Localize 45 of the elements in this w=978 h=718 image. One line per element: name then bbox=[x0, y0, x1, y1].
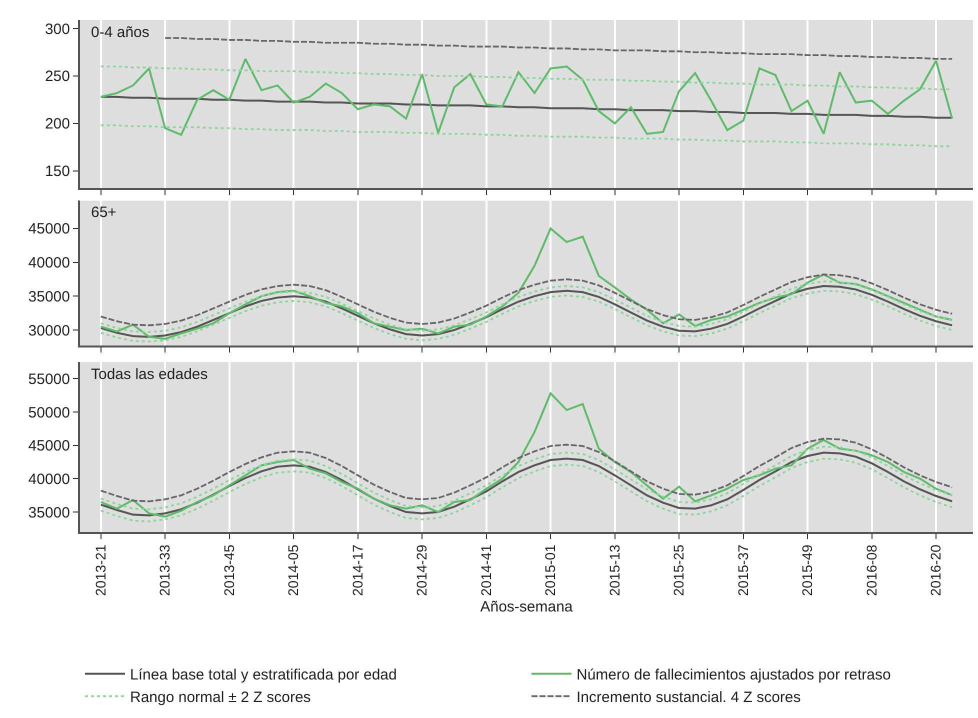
x-tick-label: 2014-17 bbox=[349, 544, 366, 596]
x-tick-label: 2015-25 bbox=[670, 544, 687, 596]
chart-title: Todas las edades bbox=[91, 366, 208, 383]
line-series bbox=[100, 274, 954, 326]
line-series bbox=[100, 96, 954, 119]
y-tick-label: 35000 bbox=[28, 288, 70, 306]
y-tick-label: 45000 bbox=[28, 438, 70, 455]
y-tick-label: 30000 bbox=[28, 322, 70, 340]
x-tick-label: 2013-45 bbox=[220, 544, 237, 596]
y-tick-label: 200 bbox=[44, 116, 70, 133]
y-tick-label: 150 bbox=[44, 163, 70, 180]
line-series bbox=[100, 227, 954, 340]
y-tick-label: 300 bbox=[44, 20, 70, 38]
chart-title: 0-4 años bbox=[91, 24, 150, 41]
y-tick-label: 250 bbox=[44, 68, 70, 86]
line-series bbox=[164, 37, 954, 60]
x-tick-label: 2015-49 bbox=[799, 544, 816, 596]
y-tick-label: 35000 bbox=[28, 504, 70, 522]
x-tick-label: 2014-29 bbox=[414, 544, 430, 596]
legend-label: Línea base total y estratificada por edad bbox=[130, 666, 397, 684]
x-tick-label: 2013-21 bbox=[92, 544, 108, 596]
x-tick-label: 2015-37 bbox=[734, 544, 751, 596]
x-tick-label: 2015-01 bbox=[542, 544, 558, 596]
y-tick-label: 40000 bbox=[28, 254, 70, 272]
y-tick-label: 55000 bbox=[28, 370, 70, 388]
x-axis-title: Años-semana bbox=[480, 598, 574, 616]
x-tick-label: 2014-41 bbox=[478, 544, 494, 596]
x-tick-label: 2015-13 bbox=[606, 544, 622, 596]
x-tick-label: 2014-05 bbox=[285, 544, 302, 596]
y-tick-label: 40000 bbox=[28, 470, 70, 488]
line-series bbox=[100, 392, 954, 518]
legend-label: Número de fallecimientos ajustados por retraso bbox=[576, 666, 891, 684]
x-tick-label: 2013-33 bbox=[156, 544, 173, 596]
line-series bbox=[100, 438, 954, 502]
line-series bbox=[100, 446, 954, 510]
line-series bbox=[100, 58, 954, 136]
legend-label: Rango normal ± 2 Z scores bbox=[130, 689, 311, 706]
y-tick-label: 50000 bbox=[28, 404, 70, 422]
chart-title: 65+ bbox=[91, 204, 117, 221]
x-tick-label: 2016-08 bbox=[863, 544, 880, 596]
legend-label: Incremento sustancial. 4 Z scores bbox=[576, 689, 801, 706]
line-series bbox=[100, 452, 954, 516]
y-tick-label: 45000 bbox=[28, 220, 70, 238]
x-tick-label: 2016-20 bbox=[928, 544, 944, 596]
line-series bbox=[100, 458, 954, 522]
